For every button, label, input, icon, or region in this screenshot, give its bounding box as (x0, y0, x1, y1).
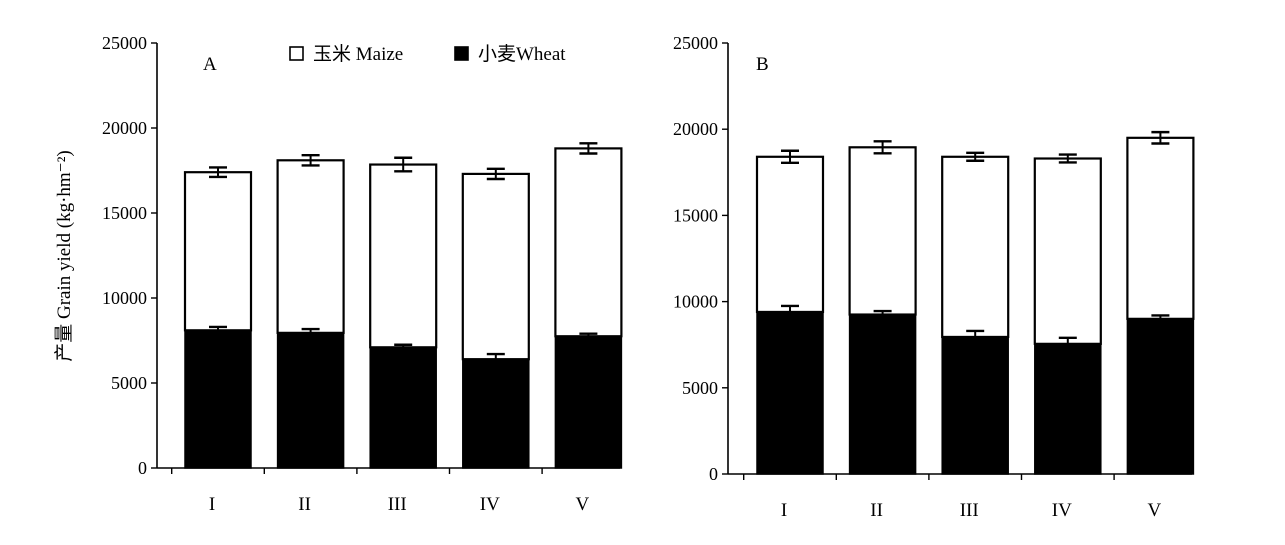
panel-b-bar-maize (1126, 136, 1195, 320)
panel-b-y-tick-label: 20000 (673, 119, 718, 139)
panel-b-y-tick-label: 10000 (673, 292, 718, 312)
panel-b-category-label: III (960, 500, 979, 521)
legend-label: 小麦Wheat (478, 43, 566, 65)
panel-a-bar-wheat (369, 346, 437, 469)
panel-b-bar-maize (1033, 157, 1102, 345)
panel-a-bar-maize (461, 172, 530, 361)
panel-a-bar-wheat (462, 358, 530, 469)
panel-b-category-label: II (870, 500, 883, 521)
panel-b-label: B (756, 54, 769, 75)
panel-a-category-label: III (388, 494, 407, 515)
panel-a-label: A (203, 54, 217, 75)
panel-a-y-tick-label: 20000 (102, 118, 147, 138)
panel-b-y-tick-label: 0 (709, 464, 718, 484)
panel-a-category-label: IV (480, 494, 500, 515)
panel-a-bar-wheat (184, 329, 252, 469)
panel-a-bar-maize (369, 163, 438, 349)
panel-b-y-tick-label: 5000 (682, 378, 718, 398)
panel-b-bar-maize (755, 155, 825, 314)
legend: 玉米 Maize 小麦Wheat (289, 43, 566, 65)
panel-b-bar-wheat (941, 336, 1009, 475)
panel-a-y-tick-label: 5000 (111, 373, 147, 393)
legend-label: 玉米 Maize (313, 43, 403, 65)
panel-a-bar-maize (276, 159, 345, 334)
panel-a-category-label: I (209, 494, 215, 515)
panel-b-bar-maize (848, 146, 917, 316)
panel-b-y-tick-label: 15000 (673, 205, 718, 225)
panel-a-category-label: II (298, 494, 311, 515)
panel-a-category-label: V (576, 494, 590, 515)
y-axis-title: 产量 Grain yield (kg·hm⁻²) (53, 150, 75, 362)
panel-a-bar-maize (183, 171, 253, 332)
legend-swatch (289, 46, 304, 61)
panel-b-category-label: IV (1052, 500, 1072, 521)
panel-a-y-tick-label: 10000 (102, 288, 147, 308)
panel-b-bar-wheat (1034, 343, 1102, 475)
panel-a-y-tick-label: 0 (138, 458, 147, 478)
panel-b-bar-wheat (756, 311, 824, 475)
panel-b-bar-wheat (848, 313, 917, 475)
panel-b-category-label: V (1148, 500, 1162, 521)
panel-b-category-label: I (781, 500, 787, 521)
y-axis-title-group: 产量 Grain yield (kg·hm⁻²) (53, 150, 75, 362)
panel-a-bar-maize (554, 147, 623, 338)
panel-b-bar-wheat (1126, 318, 1195, 475)
panel-b-y-tick-label: 25000 (673, 33, 718, 53)
panel-a-bar-wheat (276, 332, 345, 469)
panel-a-y-tick-label: 15000 (102, 203, 147, 223)
panel-a-y-tick-label: 25000 (102, 33, 147, 53)
panel-a-bar-wheat (554, 335, 623, 469)
legend-swatch (454, 46, 469, 61)
panel-b-bar-maize (941, 155, 1010, 339)
